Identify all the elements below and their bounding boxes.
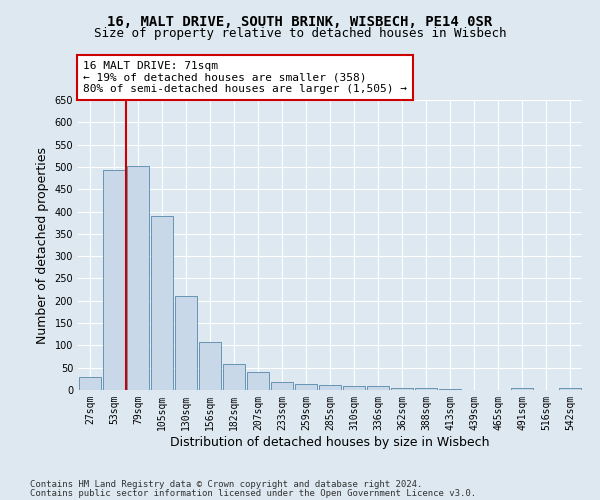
Bar — [151, 216, 173, 390]
Bar — [127, 166, 149, 390]
Bar — [343, 386, 365, 390]
Bar — [391, 388, 413, 390]
Bar — [79, 376, 101, 390]
Y-axis label: Number of detached properties: Number of detached properties — [36, 146, 49, 344]
Text: 16, MALT DRIVE, SOUTH BRINK, WISBECH, PE14 0SR: 16, MALT DRIVE, SOUTH BRINK, WISBECH, PE… — [107, 15, 493, 29]
Bar — [295, 384, 317, 390]
Bar — [271, 382, 293, 390]
Bar — [103, 170, 125, 390]
Bar — [175, 296, 197, 390]
Bar — [511, 388, 533, 390]
Bar — [367, 386, 389, 390]
Bar — [199, 342, 221, 390]
Bar — [223, 364, 245, 390]
Text: Contains public sector information licensed under the Open Government Licence v3: Contains public sector information licen… — [30, 489, 476, 498]
Bar — [439, 389, 461, 390]
Text: Size of property relative to detached houses in Wisbech: Size of property relative to detached ho… — [94, 28, 506, 40]
Text: Contains HM Land Registry data © Crown copyright and database right 2024.: Contains HM Land Registry data © Crown c… — [30, 480, 422, 489]
Bar — [319, 385, 341, 390]
Bar — [415, 388, 437, 390]
Text: 16 MALT DRIVE: 71sqm
← 19% of detached houses are smaller (358)
80% of semi-deta: 16 MALT DRIVE: 71sqm ← 19% of detached h… — [83, 61, 407, 94]
Bar — [247, 372, 269, 390]
Bar — [559, 388, 581, 390]
X-axis label: Distribution of detached houses by size in Wisbech: Distribution of detached houses by size … — [170, 436, 490, 448]
